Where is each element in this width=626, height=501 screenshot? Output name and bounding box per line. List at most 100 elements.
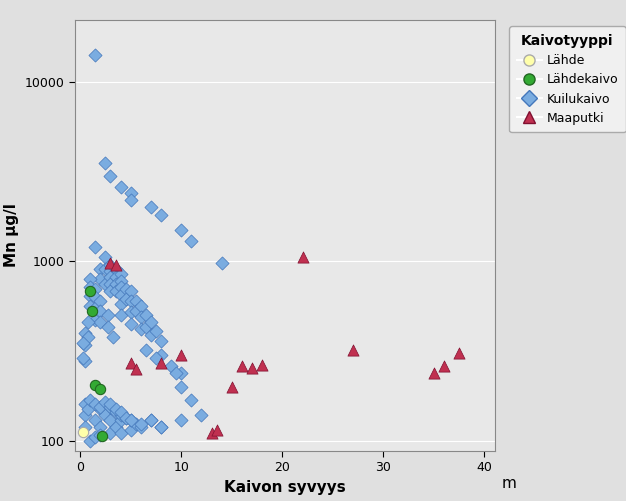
Lähdekaivo <box>95 385 105 393</box>
Kuilukaivo <box>103 311 113 319</box>
Kuilukaivo <box>126 308 136 316</box>
Kuilukaivo <box>90 243 100 251</box>
Legend: Lähde, Lähdekaivo, Kuilukaivo, Maaputki: Lähde, Lähdekaivo, Kuilukaivo, Maaputki <box>509 26 626 132</box>
Kuilukaivo <box>85 395 95 403</box>
Kuilukaivo <box>146 331 156 339</box>
Kuilukaivo <box>146 203 156 211</box>
Kuilukaivo <box>80 411 90 419</box>
Kuilukaivo <box>131 297 141 305</box>
Lähde <box>78 428 88 436</box>
Kuilukaivo <box>111 280 121 288</box>
Kuilukaivo <box>95 431 105 439</box>
Kuilukaivo <box>116 411 126 419</box>
Maaputki <box>429 369 439 377</box>
Kuilukaivo <box>111 405 121 413</box>
Kuilukaivo <box>177 416 187 424</box>
Kuilukaivo <box>116 311 126 319</box>
Kuilukaivo <box>146 416 156 424</box>
Kuilukaivo <box>90 400 100 408</box>
Kuilukaivo <box>156 337 166 345</box>
Kuilukaivo <box>111 273 121 281</box>
Kuilukaivo <box>217 259 227 267</box>
Kuilukaivo <box>90 285 100 293</box>
Maaputki <box>237 362 247 370</box>
Lähdekaivo <box>90 381 100 389</box>
Maaputki <box>131 365 141 373</box>
Maaputki <box>111 261 121 269</box>
Kuilukaivo <box>95 266 105 274</box>
Kuilukaivo <box>136 423 146 431</box>
Kuilukaivo <box>177 369 187 377</box>
Kuilukaivo <box>136 303 146 311</box>
Kuilukaivo <box>106 403 116 411</box>
Kuilukaivo <box>121 295 131 303</box>
Kuilukaivo <box>100 266 110 274</box>
Kuilukaivo <box>85 283 95 291</box>
Kuilukaivo <box>126 416 136 424</box>
Kuilukaivo <box>126 288 136 296</box>
Text: m: m <box>501 476 516 491</box>
Kuilukaivo <box>156 423 166 431</box>
Kuilukaivo <box>166 362 176 370</box>
Kuilukaivo <box>171 369 181 377</box>
Kuilukaivo <box>85 275 95 283</box>
Kuilukaivo <box>85 292 95 300</box>
Kuilukaivo <box>108 333 118 341</box>
Kuilukaivo <box>116 277 126 285</box>
Kuilukaivo <box>116 291 126 299</box>
Kuilukaivo <box>151 354 161 362</box>
Kuilukaivo <box>156 423 166 431</box>
Kuilukaivo <box>106 416 116 424</box>
Kuilukaivo <box>90 304 100 312</box>
Kuilukaivo <box>111 288 121 296</box>
Maaputki <box>454 349 464 357</box>
Maaputki <box>439 362 449 370</box>
Kuilukaivo <box>136 419 146 427</box>
Kuilukaivo <box>80 423 90 431</box>
Maaputki <box>227 383 237 391</box>
Kuilukaivo <box>131 419 141 427</box>
Kuilukaivo <box>78 354 88 362</box>
Kuilukaivo <box>131 307 141 315</box>
Kuilukaivo <box>116 429 126 437</box>
Kuilukaivo <box>111 423 121 431</box>
Kuilukaivo <box>95 318 105 326</box>
Kuilukaivo <box>95 423 105 431</box>
Kuilukaivo <box>80 329 90 337</box>
Kuilukaivo <box>126 196 136 204</box>
Lähdekaivo <box>85 288 95 296</box>
Maaputki <box>257 361 267 369</box>
Kuilukaivo <box>126 416 136 424</box>
Maaputki <box>212 426 222 434</box>
Kuilukaivo <box>95 405 105 413</box>
Kuilukaivo <box>106 171 116 179</box>
Maaputki <box>348 346 358 354</box>
Lähdekaivo <box>98 432 108 440</box>
Kuilukaivo <box>136 325 146 333</box>
Maaputki <box>156 359 166 367</box>
Kuilukaivo <box>146 318 156 326</box>
Maaputki <box>106 259 116 267</box>
Kuilukaivo <box>121 413 131 421</box>
Kuilukaivo <box>80 357 90 365</box>
Kuilukaivo <box>151 327 161 335</box>
Kuilukaivo <box>126 297 136 305</box>
Kuilukaivo <box>106 400 116 408</box>
Kuilukaivo <box>141 311 151 319</box>
Maaputki <box>247 364 257 372</box>
Kuilukaivo <box>103 323 113 331</box>
Lähdekaivo <box>87 307 97 315</box>
Kuilukaivo <box>116 408 126 416</box>
Kuilukaivo <box>78 339 88 347</box>
Kuilukaivo <box>106 267 116 275</box>
Kuilukaivo <box>116 300 126 308</box>
Maaputki <box>297 254 307 262</box>
Kuilukaivo <box>146 416 156 424</box>
Kuilukaivo <box>177 383 187 391</box>
Kuilukaivo <box>100 159 110 167</box>
Kuilukaivo <box>106 273 116 281</box>
Kuilukaivo <box>83 333 93 341</box>
Kuilukaivo <box>197 411 207 419</box>
Kuilukaivo <box>187 395 197 403</box>
Y-axis label: Mn μg/l: Mn μg/l <box>4 203 19 268</box>
